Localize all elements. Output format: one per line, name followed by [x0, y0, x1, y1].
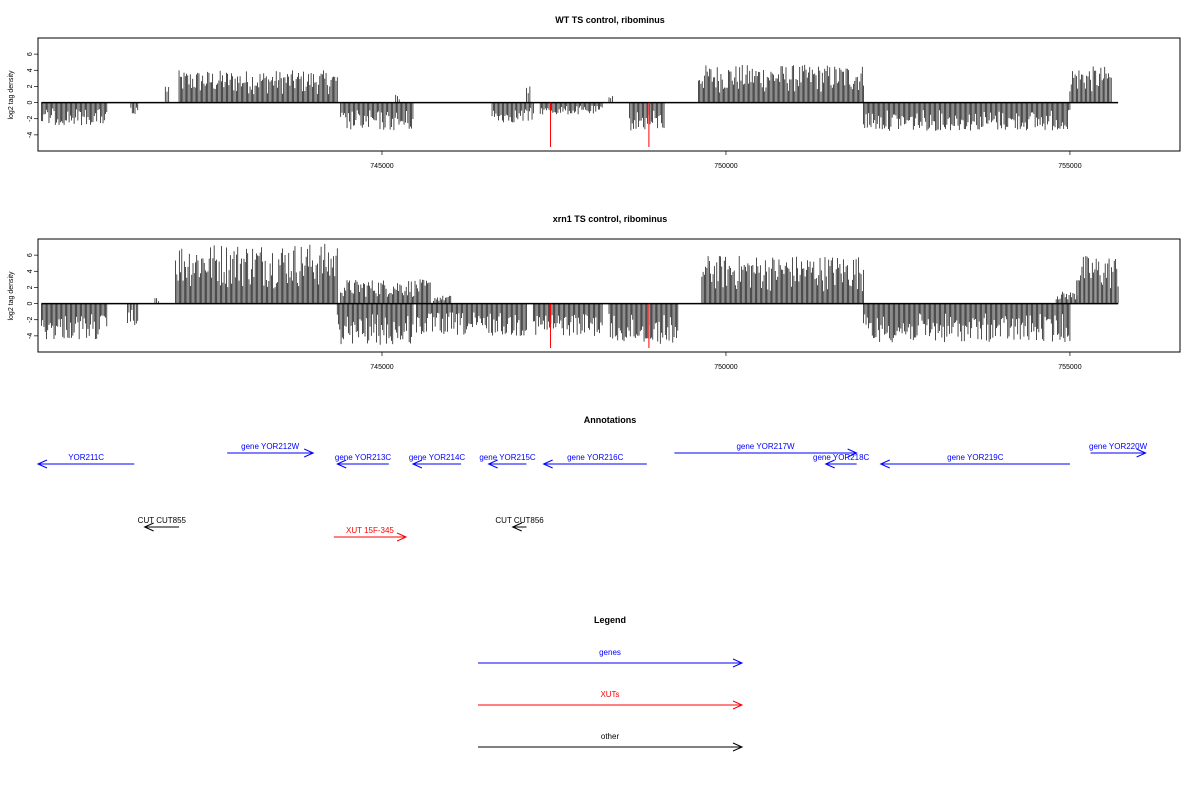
wt-x-tick-label: 750000: [714, 163, 737, 170]
wt-bars: [41, 64, 1119, 147]
legend-label: XUTs: [600, 690, 619, 699]
xrn1-y-axis-label: log2 tag density: [8, 271, 15, 321]
wt-plot-frame: [37, 37, 1181, 152]
annotations-track: Annotations YOR211C gene YOR212W gene YOR2…: [36, 415, 1148, 542]
annotation-feature-label: XUT 15F-345: [346, 526, 394, 535]
wt-y-tick-label: -2: [27, 116, 34, 122]
annotation-arrowhead: [411, 459, 423, 469]
annotation-feature-label: gene YOR219C: [947, 453, 1004, 462]
annotation-arrowhead: [396, 532, 408, 542]
annotation-feature-label: gene YOR212W: [241, 442, 300, 451]
wt-y-tick-label: 6: [27, 52, 34, 56]
annotation-feature-label: CUT CUT856: [495, 516, 544, 525]
wt-y-ticks: -4 -2 0 2 4 6: [27, 52, 39, 138]
legend-entries: genes XUTs other: [478, 648, 744, 752]
xrn1-y-tick-label: 0: [27, 302, 34, 306]
wt-y-tick-label: 0: [27, 101, 34, 105]
annotation-feature-label: CUT CUT855: [138, 516, 187, 525]
xrn1-x-ticks: 745000 750000 755000: [370, 352, 1082, 371]
annotation-feature-label: gene YOR218C: [813, 453, 870, 462]
annotation-arrowhead: [1136, 448, 1147, 458]
annotation-arrowhead: [36, 459, 48, 469]
wt-y-axis-label: log2 tag density: [8, 70, 15, 120]
wt-y-tick-label: -4: [27, 132, 34, 138]
xrn1-y-tick-label: -4: [27, 333, 34, 339]
xrn1-coverage-panel: xrn1 TS control, ribominus log2 tag dens…: [8, 214, 1181, 371]
xrn1-y-tick-label: 6: [27, 253, 34, 257]
annotation-feature-label: gene YOR216C: [567, 453, 624, 462]
legend-title: Legend: [594, 615, 626, 625]
wt-coverage-panel: WT TS control, ribominus log2 tag densit…: [8, 15, 1181, 170]
legend-arrowhead: [732, 658, 744, 668]
annotation-arrowhead: [847, 448, 858, 458]
xrn1-x-tick-label: 755000: [1058, 364, 1081, 371]
annotation-features: YOR211C gene YOR212W gene YOR213C gene YOR2…: [36, 442, 1148, 542]
legend: Legend genes XUTs other: [478, 615, 744, 752]
xrn1-y-tick-label: -2: [27, 317, 34, 323]
annotation-arrowhead: [143, 522, 154, 532]
wt-x-tick-label: 755000: [1058, 163, 1081, 170]
xrn1-panel-title: xrn1 TS control, ribominus: [553, 214, 668, 224]
annotation-feature-label: YOR211C: [68, 453, 104, 462]
annotation-arrowhead: [336, 459, 347, 469]
xrn1-bars: [41, 243, 1119, 348]
annotation-arrowhead: [487, 459, 498, 469]
wt-y-tick-label: 2: [27, 84, 34, 88]
annotation-arrowhead: [511, 522, 522, 532]
annotation-arrowhead: [542, 459, 553, 469]
annotation-arrowhead: [879, 459, 890, 469]
wt-panel-title: WT TS control, ribominus: [555, 15, 665, 25]
legend-label: other: [601, 732, 620, 741]
annotation-arrowhead: [303, 448, 315, 458]
wt-y-tick-label: 4: [27, 68, 34, 72]
legend-label: genes: [599, 648, 621, 657]
annotations-title: Annotations: [584, 415, 637, 425]
legend-arrowhead: [732, 700, 744, 710]
xrn1-y-tick-label: 4: [27, 269, 34, 273]
xrn1-x-tick-label: 750000: [714, 364, 737, 371]
annotation-feature-label: gene YOR220W: [1089, 442, 1148, 451]
annotation-feature-label: gene YOR213C: [335, 453, 392, 462]
annotation-feature-label: gene YOR217W: [736, 442, 795, 451]
xrn1-x-tick-label: 745000: [370, 364, 393, 371]
wt-x-ticks: 745000 750000 755000: [370, 151, 1082, 170]
xrn1-y-tick-label: 2: [27, 285, 34, 289]
xrn1-y-ticks: -4 -2 0 2 4 6: [27, 253, 39, 339]
annotation-feature-label: gene YOR214C: [409, 453, 466, 462]
wt-x-tick-label: 745000: [370, 163, 393, 170]
legend-arrowhead: [732, 742, 744, 752]
annotation-arrowhead: [824, 459, 835, 469]
annotation-feature-label: gene YOR215C: [479, 453, 536, 462]
